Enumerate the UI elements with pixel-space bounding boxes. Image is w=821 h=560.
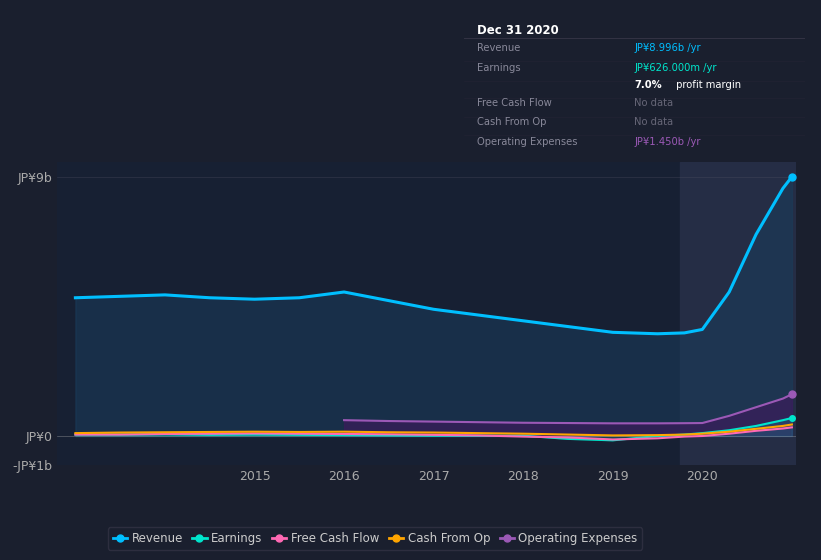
Text: Dec 31 2020: Dec 31 2020 (478, 24, 559, 37)
Text: 7.0%: 7.0% (635, 80, 662, 90)
Text: Operating Expenses: Operating Expenses (478, 137, 578, 147)
Text: profit margin: profit margin (673, 80, 741, 90)
Text: Cash From Op: Cash From Op (478, 117, 547, 127)
Text: Earnings: Earnings (478, 63, 521, 73)
Bar (680, 162, 800, 465)
Text: Free Cash Flow: Free Cash Flow (478, 98, 553, 108)
Text: No data: No data (635, 117, 673, 127)
Text: JP¥8.996b /yr: JP¥8.996b /yr (635, 43, 701, 53)
Text: No data: No data (635, 98, 673, 108)
Legend: Revenue, Earnings, Free Cash Flow, Cash From Op, Operating Expenses: Revenue, Earnings, Free Cash Flow, Cash … (108, 527, 643, 549)
Text: JP¥626.000m /yr: JP¥626.000m /yr (635, 63, 717, 73)
Text: Revenue: Revenue (478, 43, 521, 53)
Text: JP¥1.450b /yr: JP¥1.450b /yr (635, 137, 700, 147)
